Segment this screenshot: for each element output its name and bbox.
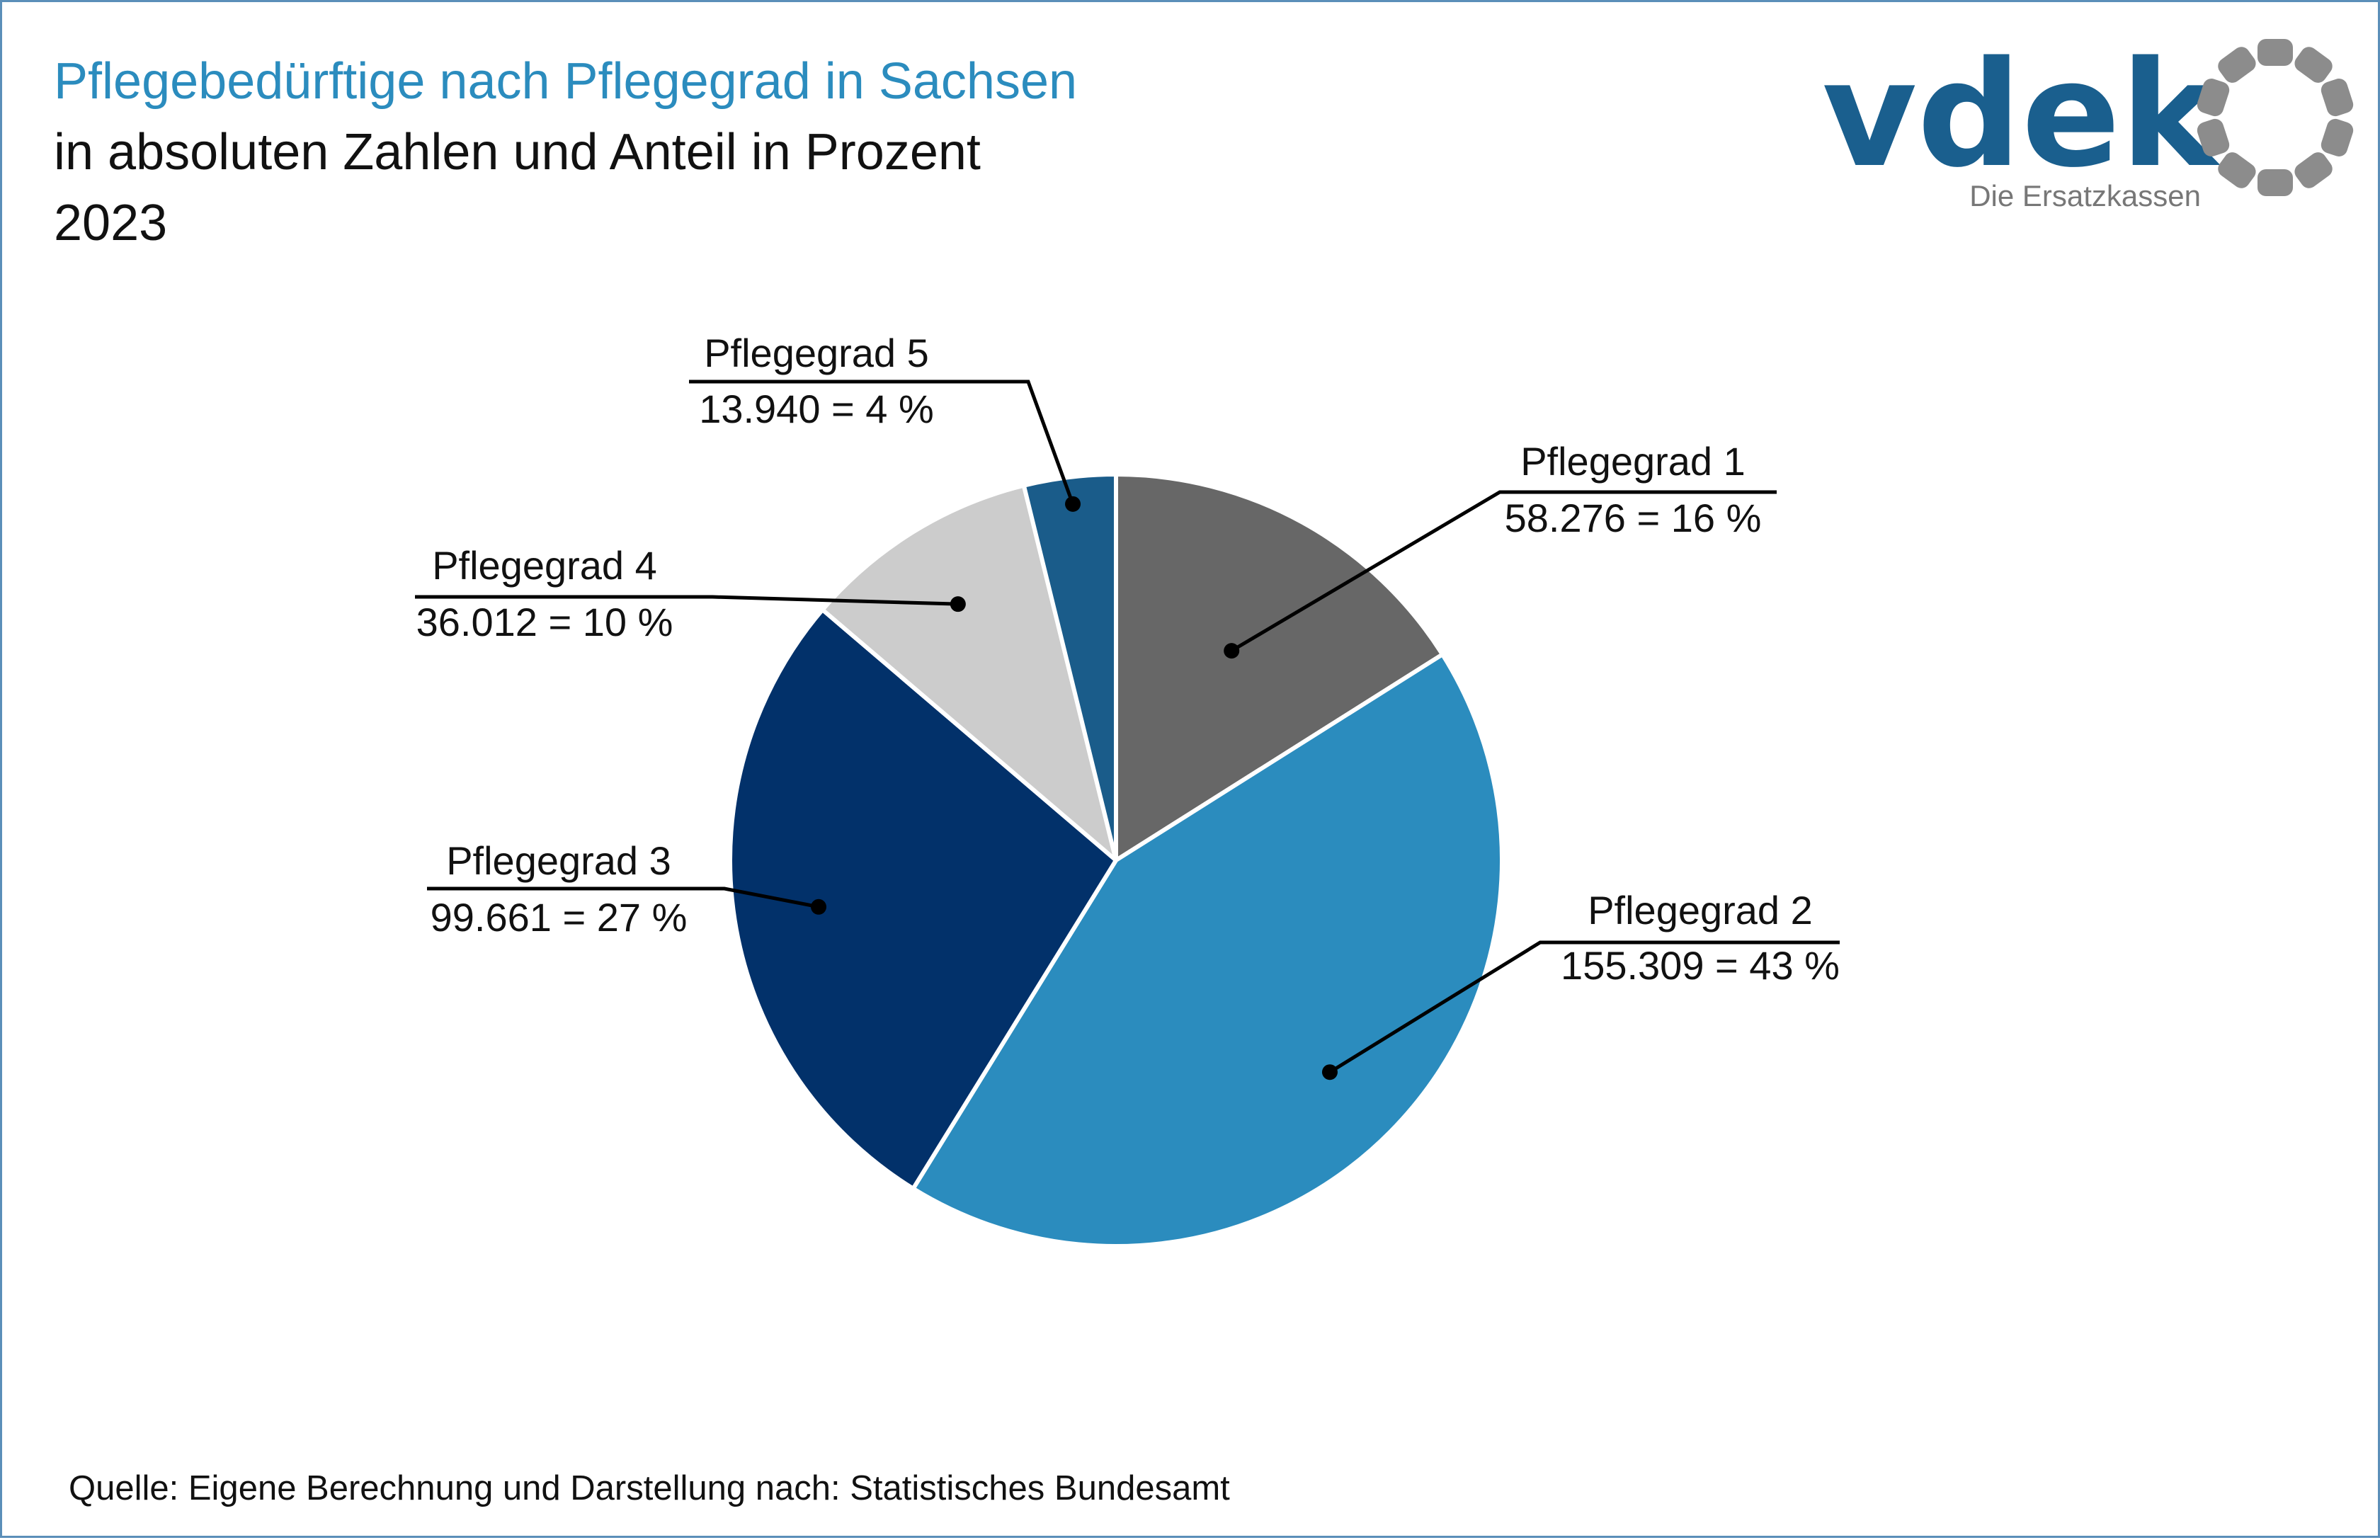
logo-ring-segment xyxy=(2218,47,2256,83)
pie-slice-5 xyxy=(1021,472,1118,862)
slice-label-2: Pflegegrad 2 xyxy=(1588,888,1813,932)
pie-callouts: Pflegegrad 1 58.276 = 16 % Pflegegrad 2 155… xyxy=(415,331,1840,1080)
pie-slice-1 xyxy=(1114,472,1445,862)
logo-ring-segment xyxy=(2257,169,2293,196)
source-note: Quelle: Eigene Berechnung und Darstellun… xyxy=(69,1469,1230,1507)
slice-value-label-1: 58.276 = 16 % xyxy=(1505,496,1762,540)
slice-value-label-3: 99.661 = 27 % xyxy=(431,895,688,940)
vdek-logo: vdek Die Ersatzkassen xyxy=(1822,30,2354,212)
logo-ring-icon xyxy=(2197,39,2354,196)
logo-ring-segment xyxy=(2197,79,2230,117)
slice-label-3: Pflegegrad 3 xyxy=(446,838,671,883)
callout-dot-1 xyxy=(1224,643,1240,659)
slice-label-1: Pflegegrad 1 xyxy=(1520,439,1746,484)
logo-ring-segment xyxy=(2257,39,2293,66)
callout-line-4 xyxy=(415,595,958,606)
logo-ring-segment xyxy=(2294,152,2333,188)
slice-value-label-5: 13.940 = 4 % xyxy=(699,387,934,431)
pie-slice-4 xyxy=(820,483,1118,862)
chart-subtitle: in absoluten Zahlen und Anteil in Prozen… xyxy=(54,124,981,181)
logo-ring-segment xyxy=(2321,118,2354,156)
callout-line-3 xyxy=(427,886,819,909)
slice-value-label-4: 36.012 = 10 % xyxy=(416,600,673,644)
callout-dot-2 xyxy=(1321,1064,1338,1080)
callout-dot-3 xyxy=(811,899,827,915)
callout-line-1 xyxy=(1230,490,1777,653)
chart-title: Pflegebedürftige nach Pflegegrad in Sach… xyxy=(54,53,1078,110)
logo-ring-segment xyxy=(2321,79,2354,117)
callout-dot-5 xyxy=(1065,496,1081,512)
slice-label-5: Pflegegrad 5 xyxy=(704,331,929,375)
logo-ring-segment xyxy=(2218,152,2256,188)
logo-tagline: Die Ersatzkassen xyxy=(1969,179,2201,212)
slice-value-label-2: 155.309 = 43 % xyxy=(1561,943,1840,988)
logo-ring-segment xyxy=(2197,118,2230,156)
callout-line-2 xyxy=(1328,940,1840,1074)
chart-year: 2023 xyxy=(54,195,168,251)
slice-label-4: Pflegegrad 4 xyxy=(432,543,657,588)
callout-line-5 xyxy=(689,380,1075,505)
logo-wordmark: vdek xyxy=(1822,30,2220,200)
pie-slice-2 xyxy=(911,652,1505,1248)
callout-dot-4 xyxy=(950,596,966,612)
pie-slices xyxy=(727,472,1505,1248)
pie-slice-3 xyxy=(727,608,1118,1191)
logo-ring-segment xyxy=(2294,47,2333,83)
